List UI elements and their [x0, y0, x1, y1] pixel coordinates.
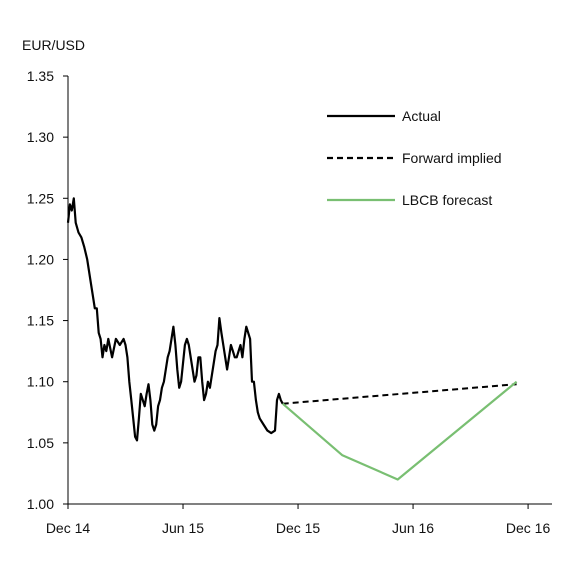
- y-tick-label: 1.20: [27, 251, 54, 267]
- series-layer: [66, 197, 518, 481]
- y-tick-label: 1.05: [27, 435, 54, 451]
- y-tick-label: 1.30: [27, 129, 54, 145]
- y-tick-label: 1.25: [27, 190, 54, 206]
- y-axis: 1.00 1.05 1.10 1.15 1.20 1.25 1.30 1.35: [27, 68, 68, 512]
- x-tick-label: Dec 15: [276, 520, 321, 536]
- series-line-actual: [66, 197, 284, 442]
- y-tick-label: 1.10: [27, 374, 54, 390]
- y-tick-label: 1.35: [27, 68, 54, 84]
- y-axis-label: EUR/USD: [22, 37, 85, 53]
- x-tick-label: Dec 16: [506, 520, 551, 536]
- x-tick-label: Jun 15: [162, 520, 204, 536]
- legend: Actual Forward implied LBCB forecast: [327, 108, 502, 208]
- x-tick-label: Jun 16: [392, 520, 434, 536]
- x-tick-label: Dec 14: [46, 520, 91, 536]
- x-axis: Dec 14 Jun 15 Dec 15 Jun 16 Dec 16: [46, 504, 551, 536]
- series-line-forward-implied: [282, 383, 517, 405]
- y-tick-label: 1.15: [27, 313, 54, 329]
- y-tick-label: 1.00: [27, 496, 54, 512]
- legend-label-actual: Actual: [402, 108, 441, 124]
- legend-label-forward-implied: Forward implied: [402, 150, 502, 166]
- series-line-lbcb-forecast: [281, 380, 518, 481]
- legend-label-lbcb-forecast: LBCB forecast: [402, 192, 492, 208]
